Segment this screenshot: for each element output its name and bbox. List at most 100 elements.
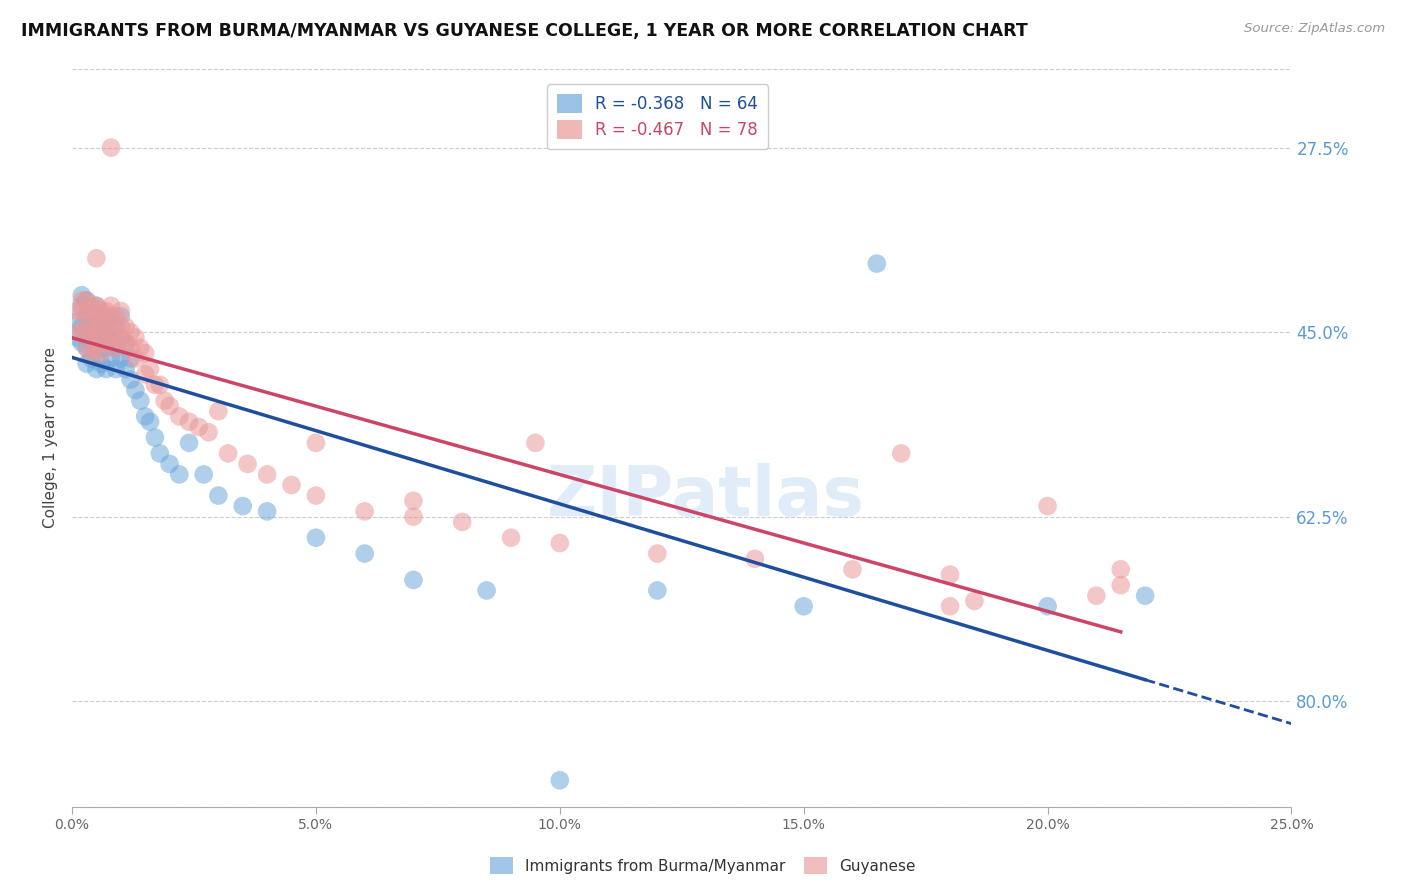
Point [100, 330, 122, 344]
Point [548, 773, 571, 788]
Point [114, 335, 136, 350]
Point [86, 310, 108, 324]
Point [90, 325, 112, 339]
Point [96, 315, 118, 329]
Point [100, 315, 122, 329]
Point [76, 325, 98, 339]
Point [143, 431, 166, 445]
Point [90, 315, 112, 329]
Legend: R = -0.368   N = 64, R = -0.467   N = 78: R = -0.368 N = 64, R = -0.467 N = 78 [547, 84, 768, 149]
Point [86, 325, 108, 339]
Point [841, 562, 863, 576]
Text: Source: ZipAtlas.com: Source: ZipAtlas.com [1244, 22, 1385, 36]
Point [70, 304, 93, 318]
Point [86, 315, 108, 329]
Point [86, 362, 108, 376]
Point [90, 330, 112, 344]
Point [86, 341, 108, 355]
Point [169, 409, 191, 424]
Point [305, 435, 328, 450]
Point [70, 319, 93, 334]
Point [80, 315, 103, 329]
Point [104, 341, 127, 355]
Point [104, 310, 127, 324]
Point [134, 346, 156, 360]
Point [402, 493, 425, 508]
Point [305, 531, 328, 545]
Point [120, 351, 142, 366]
Point [86, 299, 108, 313]
Point [177, 435, 200, 450]
Point [66, 325, 89, 339]
Point [475, 583, 498, 598]
Point [124, 330, 146, 344]
Point [110, 351, 132, 366]
Y-axis label: College, 1 year or more: College, 1 year or more [44, 347, 58, 528]
Point [70, 288, 93, 302]
Point [96, 325, 118, 339]
Point [451, 515, 474, 529]
Point [1109, 562, 1132, 576]
Point [96, 335, 118, 350]
Point [66, 330, 89, 344]
Point [153, 393, 176, 408]
Point [104, 319, 127, 334]
Point [90, 310, 112, 324]
Point [86, 252, 108, 266]
Point [256, 467, 278, 482]
Text: ZIPatlas: ZIPatlas [547, 463, 865, 530]
Point [96, 341, 118, 355]
Point [197, 425, 219, 440]
Point [207, 489, 229, 503]
Point [80, 335, 103, 350]
Point [134, 368, 156, 382]
Point [139, 362, 162, 376]
Point [149, 377, 172, 392]
Point [963, 594, 986, 608]
Point [66, 304, 89, 318]
Point [76, 341, 98, 355]
Point [90, 304, 112, 318]
Point [90, 357, 112, 371]
Point [1085, 589, 1108, 603]
Text: IMMIGRANTS FROM BURMA/MYANMAR VS GUYANESE COLLEGE, 1 YEAR OR MORE CORRELATION CH: IMMIGRANTS FROM BURMA/MYANMAR VS GUYANES… [21, 22, 1028, 40]
Point [159, 399, 181, 413]
Point [70, 325, 93, 339]
Legend: Immigrants from Burma/Myanmar, Guyanese: Immigrants from Burma/Myanmar, Guyanese [484, 851, 922, 880]
Point [114, 362, 136, 376]
Point [866, 256, 889, 270]
Point [80, 319, 103, 334]
Point [76, 293, 98, 308]
Point [524, 435, 547, 450]
Point [232, 499, 254, 513]
Point [76, 357, 98, 371]
Point [124, 351, 146, 366]
Point [90, 346, 112, 360]
Point [193, 467, 215, 482]
Point [76, 293, 98, 308]
Point [1133, 589, 1156, 603]
Point [402, 509, 425, 524]
Point [159, 457, 181, 471]
Point [80, 330, 103, 344]
Point [134, 409, 156, 424]
Point [647, 583, 669, 598]
Point [305, 489, 328, 503]
Point [100, 330, 122, 344]
Point [110, 310, 132, 324]
Point [96, 319, 118, 334]
Point [100, 140, 122, 154]
Point [217, 446, 239, 460]
Point [110, 304, 132, 318]
Point [70, 335, 93, 350]
Point [120, 341, 142, 355]
Point [96, 304, 118, 318]
Point [499, 531, 522, 545]
Point [256, 504, 278, 518]
Point [129, 341, 152, 355]
Point [1109, 578, 1132, 592]
Point [353, 504, 375, 518]
Point [110, 335, 132, 350]
Point [890, 446, 912, 460]
Point [86, 341, 108, 355]
